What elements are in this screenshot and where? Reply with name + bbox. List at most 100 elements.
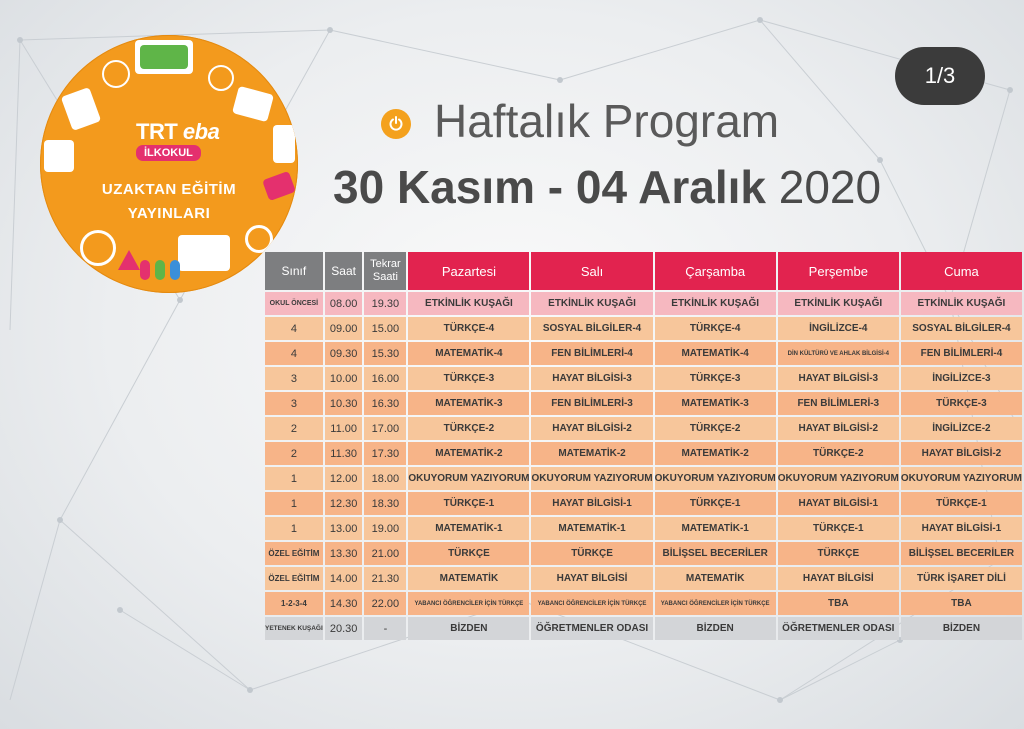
cell-sali: MATEMATİK-2 (531, 442, 653, 465)
cell-pazartesi: TÜRKÇE (408, 542, 530, 565)
cell-tekrar-saati: 16.30 (364, 392, 407, 415)
trt-eba-logo: TRT eba İLKOKUL UZAKTAN EĞİTİM YAYINLARI (40, 35, 298, 293)
table-row: 1 13.00 19.00 MATEMATİK-1 MATEMATİK-1 MATEMAT… (265, 517, 1022, 540)
cell-tekrar-saati: 22.00 (364, 592, 407, 615)
cell-carsamba: ETKİNLİK KUŞAĞI (654, 292, 776, 315)
year: 2020 (778, 161, 882, 213)
table-row: ÖZEL EĞİTİM 14.00 21.30 MATEMATİK HAYAT BİLG… (265, 567, 1022, 590)
cell-sinif: YETENEK KUŞAĞI (265, 617, 323, 640)
cell-cuma: HAYAT BİLGİSİ-2 (900, 442, 1022, 465)
cell-tekrar-saati: 18.30 (364, 492, 407, 515)
cell-sali: ÖĞRETMENLER ODASI (531, 617, 653, 640)
cell-carsamba: TÜRKÇE-4 (654, 317, 776, 340)
table-row: 3 10.00 16.00 TÜRKÇE-3 HAYAT BİLGİSİ-3 TÜRKÇE… (265, 367, 1022, 390)
cell-cuma: TÜRKÇE-1 (900, 492, 1022, 515)
cell-tekrar-saati: 17.00 (364, 417, 407, 440)
cell-carsamba: BİLİŞSEL BECERİLER (654, 542, 776, 565)
cell-sali: OKUYORUM YAZIYORUM (531, 467, 653, 490)
cell-sinif: 2 (265, 442, 323, 465)
cell-saat: 13.30 (324, 542, 363, 565)
cell-sinif: ÖZEL EĞİTİM (265, 567, 323, 590)
cell-tekrar-saati: 21.30 (364, 567, 407, 590)
cell-saat: 12.30 (324, 492, 363, 515)
cell-cuma: İNGİLİZCE-3 (900, 367, 1022, 390)
cell-sali: HAYAT BİLGİSİ-3 (531, 367, 653, 390)
cell-pazartesi: ETKİNLİK KUŞAĞI (408, 292, 530, 315)
cell-carsamba: OKUYORUM YAZIYORUM (654, 467, 776, 490)
cell-saat: 11.00 (324, 417, 363, 440)
table-row: 2 11.30 17.30 MATEMATİK-2 MATEMATİK-2 MATEMAT… (265, 442, 1022, 465)
table-row: 3 10.30 16.30 MATEMATİK-3 FEN BİLİMLERİ-3 MAT… (265, 392, 1022, 415)
page-title: Haftalık Program (434, 95, 780, 147)
cell-sali: SOSYAL BİLGİLER-4 (531, 317, 653, 340)
logo-line-2: YAYINLARI (127, 205, 211, 222)
student-icon (155, 260, 165, 280)
monitor-screen-icon (140, 45, 188, 69)
cell-tekrar-saati: - (364, 617, 407, 640)
cell-sinif: 3 (265, 392, 323, 415)
table-header-row: Sınıf Saat Tekrar Saati Pazartesi Salı Ç… (265, 252, 1022, 290)
cell-saat: 13.00 (324, 517, 363, 540)
cell-cuma: TBA (900, 592, 1022, 615)
cell-pazartesi: BİZDEN (408, 617, 530, 640)
cell-tekrar-saati: 17.30 (364, 442, 407, 465)
cell-tekrar-saati: 19.00 (364, 517, 407, 540)
cell-pazartesi: TÜRKÇE-2 (408, 417, 530, 440)
logo-brand: TRT eba (136, 119, 220, 145)
table-row: 4 09.00 15.00 TÜRKÇE-4 SOSYAL BİLGİLER-4 TÜRK… (265, 317, 1022, 340)
table-row: 2 11.00 17.00 TÜRKÇE-2 HAYAT BİLGİSİ-2 TÜRKÇE… (265, 417, 1022, 440)
cell-carsamba: MATEMATİK-1 (654, 517, 776, 540)
teacher-board-icon (178, 235, 230, 271)
cell-persembe: DİN KÜLTÜRÜ VE AHLAK BİLGİSİ-4 (777, 342, 899, 365)
cell-sinif: 1 (265, 492, 323, 515)
cell-tekrar-saati: 21.00 (364, 542, 407, 565)
cell-carsamba: MATEMATİK (654, 567, 776, 590)
cell-sali: YABANCI ÖĞRENCİLER İÇİN TÜRKÇE (531, 592, 653, 615)
globe-small-icon (208, 65, 234, 91)
cell-pazartesi: OKUYORUM YAZIYORUM (408, 467, 530, 490)
col-header-sali: Salı (531, 252, 653, 290)
cell-sali: FEN BİLİMLERİ-4 (531, 342, 653, 365)
cell-tekrar-saati: 19.30 (364, 292, 407, 315)
cell-carsamba: MATEMATİK-2 (654, 442, 776, 465)
cell-persembe: İNGİLİZCE-4 (777, 317, 899, 340)
cell-sali: TÜRKÇE (531, 542, 653, 565)
cell-sinif: 1-2-3-4 (265, 592, 323, 615)
cell-saat: 20.30 (324, 617, 363, 640)
student-icon (140, 260, 150, 280)
cell-saat: 14.30 (324, 592, 363, 615)
cell-sali: HAYAT BİLGİSİ-1 (531, 492, 653, 515)
cell-saat: 11.30 (324, 442, 363, 465)
cell-persembe: TBA (777, 592, 899, 615)
cell-carsamba: TÜRKÇE-3 (654, 367, 776, 390)
table-row: OKUL ÖNCESİ 08.00 19.30 ETKİNLİK KUŞAĞI ETKİ… (265, 292, 1022, 315)
cell-persembe: OKUYORUM YAZIYORUM (777, 467, 899, 490)
cell-pazartesi: MATEMATİK-3 (408, 392, 530, 415)
cell-carsamba: YABANCI ÖĞRENCİLER İÇİN TÜRKÇE (654, 592, 776, 615)
cell-persembe: ETKİNLİK KUŞAĞI (777, 292, 899, 315)
cell-sinif: 3 (265, 367, 323, 390)
cell-persembe: TÜRKÇE-1 (777, 517, 899, 540)
weekly-schedule-table: Sınıf Saat Tekrar Saati Pazartesi Salı Ç… (263, 250, 1024, 642)
student-icon (170, 260, 180, 280)
cell-pazartesi: YABANCI ÖĞRENCİLER İÇİN TÜRKÇE (408, 592, 530, 615)
cell-tekrar-saati: 15.30 (364, 342, 407, 365)
table-row: ÖZEL EĞİTİM 13.30 21.00 TÜRKÇE TÜRKÇE BİLİŞSE… (265, 542, 1022, 565)
cell-persembe: HAYAT BİLGİSİ-1 (777, 492, 899, 515)
col-header-pazartesi: Pazartesi (408, 252, 530, 290)
table-row: 4 09.30 15.30 MATEMATİK-4 FEN BİLİMLERİ-4 MAT… (265, 342, 1022, 365)
cell-pazartesi: MATEMATİK-1 (408, 517, 530, 540)
triangle-icon (118, 250, 140, 270)
cell-saat: 14.00 (324, 567, 363, 590)
col-header-persembe: Perşembe (777, 252, 899, 290)
cell-cuma: BİLİŞSEL BECERİLER (900, 542, 1022, 565)
cell-sinif: 4 (265, 317, 323, 340)
cell-saat: 10.30 (324, 392, 363, 415)
page-counter-badge: 1/3 (895, 47, 985, 105)
cell-cuma: TÜRK İŞARET DİLİ (900, 567, 1022, 590)
cell-saat: 12.00 (324, 467, 363, 490)
date-range-title: 30 Kasım - 04 Aralık 2020 (333, 160, 881, 214)
cell-tekrar-saati: 15.00 (364, 317, 407, 340)
cell-pazartesi: MATEMATİK-4 (408, 342, 530, 365)
